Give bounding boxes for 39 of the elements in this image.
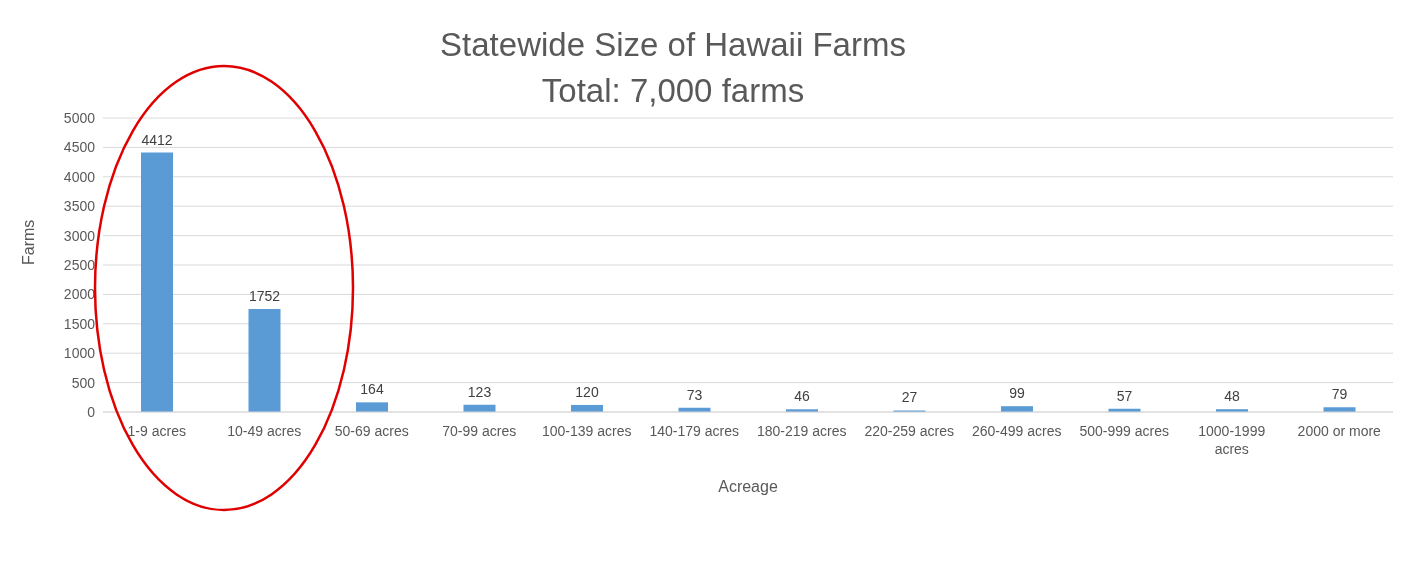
data-label: 123 xyxy=(467,383,492,400)
y-tick-label: 3000 xyxy=(63,227,96,244)
data-label: 99 xyxy=(1009,385,1025,402)
y-tick-label: 2500 xyxy=(63,256,96,273)
chart-title: Statewide Size of Hawaii Farms xyxy=(439,25,907,65)
y-tick-label: 2000 xyxy=(63,286,96,303)
y-tick-label: 5000 xyxy=(63,109,96,126)
y-tick-label: 500 xyxy=(71,374,96,391)
x-tick-label: 2000 or more xyxy=(1297,423,1382,439)
x-tick-label: 180-219 acres xyxy=(756,423,847,439)
x-tick-label: 500-999 acres xyxy=(1079,423,1170,439)
data-label: 73 xyxy=(686,386,703,403)
data-label: 48 xyxy=(1224,388,1240,405)
data-label: 120 xyxy=(575,383,599,400)
chart-subtitle: Total: 7,000 farms xyxy=(541,72,805,109)
data-label: 57 xyxy=(1116,387,1133,404)
data-label: 4412 xyxy=(141,131,173,148)
x-tick-label: 10-49 acres xyxy=(227,423,302,439)
data-label: 79 xyxy=(1331,386,1348,403)
x-tick-label: 100-139 acres xyxy=(541,423,632,439)
y-tick-label: 1500 xyxy=(63,315,96,332)
y-tick-label: 3500 xyxy=(63,198,96,215)
data-label: 46 xyxy=(794,388,810,405)
x-tick-label: 70-99 acres xyxy=(442,423,517,439)
x-tick-label: 140-179 acres xyxy=(649,423,740,439)
y-tick-label: 0 xyxy=(87,403,96,420)
data-label: 1752 xyxy=(248,287,281,304)
y-tick-label: 4000 xyxy=(63,168,96,185)
y-axis-title: Farms xyxy=(19,219,37,265)
x-tick-label: 1-9 acres xyxy=(127,423,186,439)
x-tick-label: 260-499 acres xyxy=(971,423,1062,439)
y-tick-label: 4500 xyxy=(63,139,96,156)
data-label: 27 xyxy=(901,389,918,406)
x-tick-label: 1000-1999 acres xyxy=(1198,423,1266,457)
x-tick-label: 220-259 acres xyxy=(864,423,955,439)
y-tick-label: 1000 xyxy=(63,345,96,362)
data-label: 164 xyxy=(360,381,384,398)
x-tick-label: 50-69 acres xyxy=(334,423,409,439)
x-axis-title: Acreage xyxy=(718,478,778,495)
